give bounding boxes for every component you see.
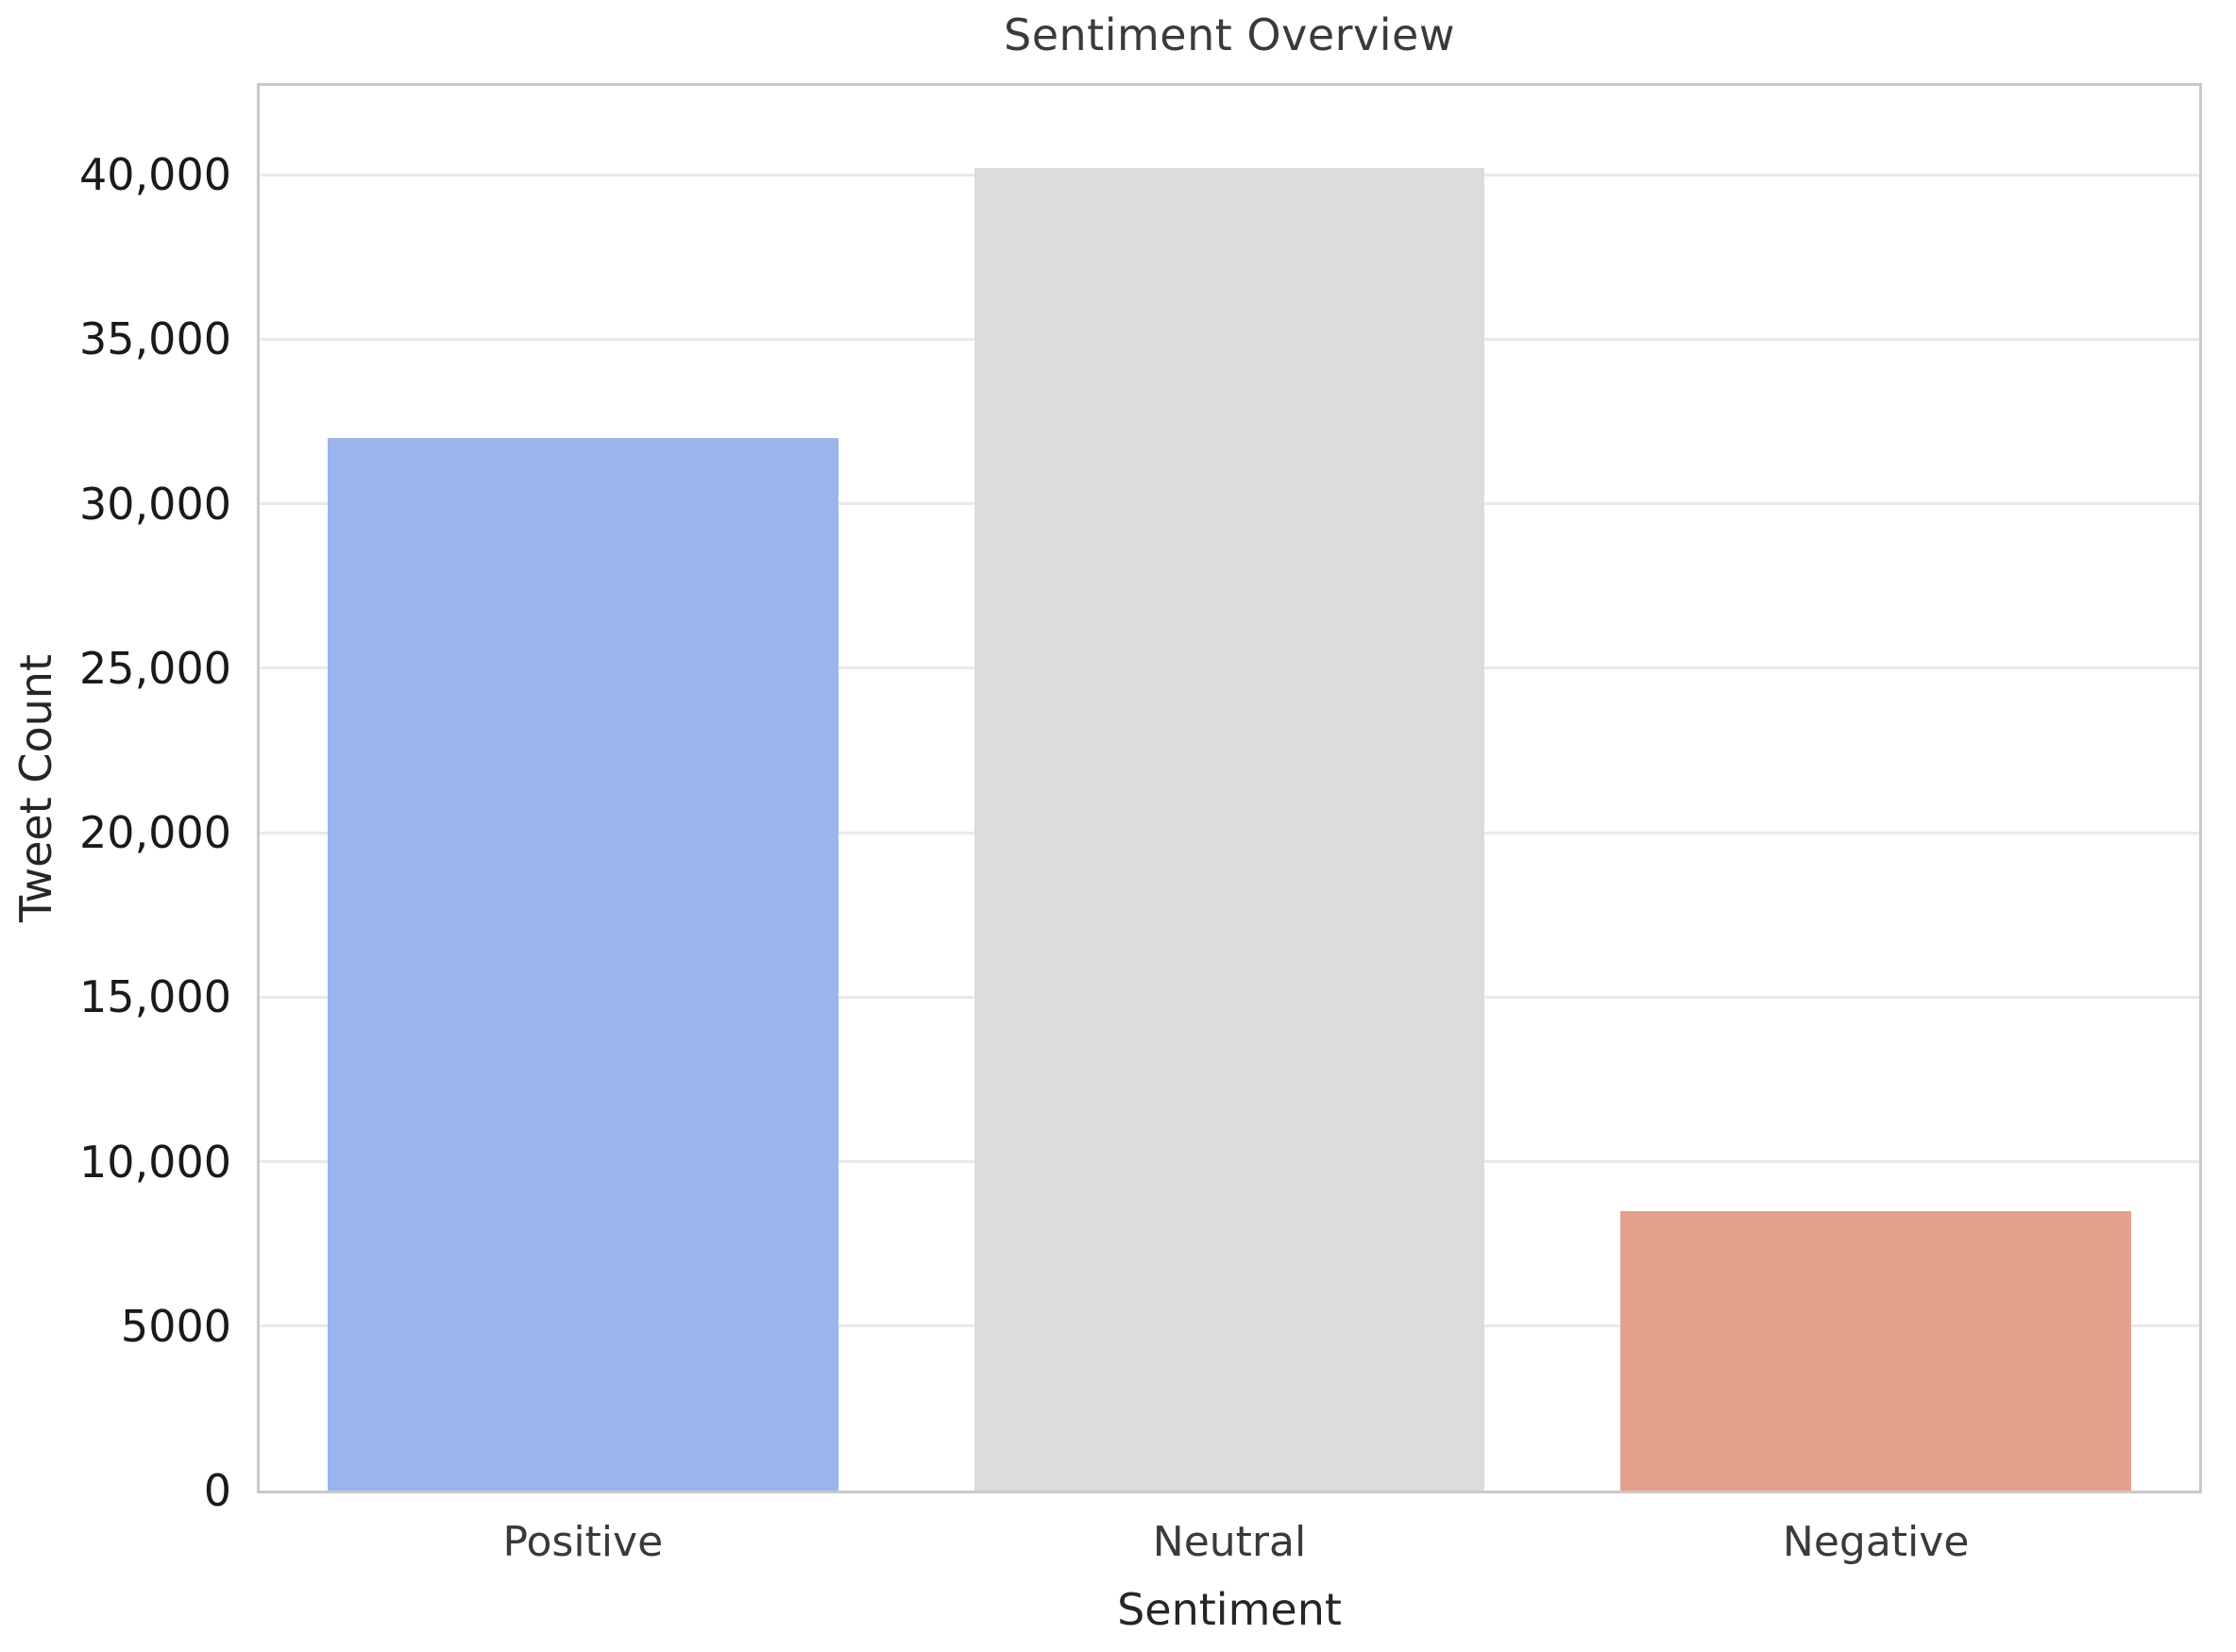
bar-neutral [974,168,1485,1491]
y-tick-label: 25,000 [79,642,231,694]
y-axis-label: Tweet Count [10,654,61,922]
plot-area [257,83,2202,1493]
x-tick-label: Positive [502,1518,664,1566]
x-tick-label: Negative [1782,1518,1970,1566]
y-tick-label: 30,000 [79,478,231,530]
y-tick-label: 0 [203,1465,231,1516]
bar-positive [327,437,838,1491]
y-tick-label: 15,000 [79,971,231,1023]
x-tick-label: Neutral [1152,1518,1307,1566]
y-tick-label: 10,000 [79,1136,231,1188]
chart-title: Sentiment Overview [1004,9,1455,60]
bar-negative [1620,1210,2132,1491]
y-tick-label: 40,000 [79,149,231,201]
y-tick-label: 5000 [120,1300,231,1352]
y-tick-label: 35,000 [79,313,231,365]
x-axis-label: Sentiment [1117,1584,1342,1635]
y-tick-label: 20,000 [79,807,231,859]
